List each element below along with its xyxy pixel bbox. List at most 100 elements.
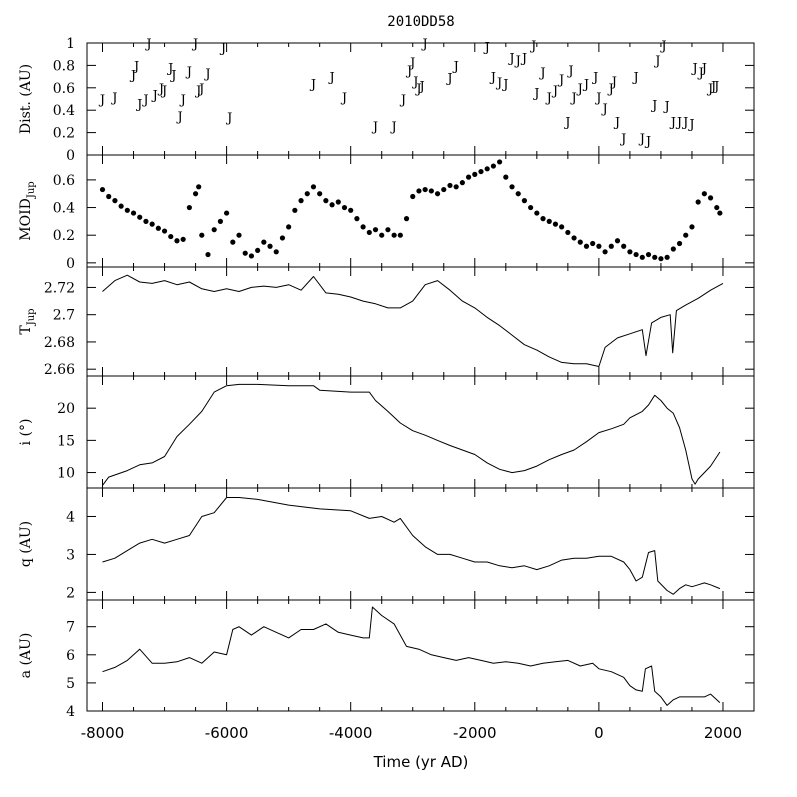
dist-point: J bbox=[619, 132, 626, 147]
y-axis-label: MOIDJup bbox=[18, 181, 37, 240]
y-tick-label: 7 bbox=[66, 620, 75, 636]
dist-point: J bbox=[483, 40, 490, 55]
moid-point bbox=[391, 232, 397, 238]
series-line-a bbox=[102, 606, 721, 706]
y-axis-label: TJup bbox=[18, 308, 37, 334]
moid-point bbox=[639, 254, 645, 260]
y-tick-label: 0.8 bbox=[53, 58, 75, 74]
moid-point bbox=[717, 210, 723, 216]
dist-point: J bbox=[179, 93, 186, 108]
moid-point bbox=[465, 174, 472, 180]
moid-point bbox=[627, 249, 633, 255]
dist-point: J bbox=[194, 84, 201, 99]
y-tick-label: 0.2 bbox=[53, 228, 75, 244]
y-axis-label: Dist. (AU) bbox=[18, 64, 34, 134]
dist-point: J bbox=[532, 86, 539, 101]
moid-point bbox=[521, 198, 528, 204]
dist-point: J bbox=[669, 115, 676, 130]
dist-point: J bbox=[371, 120, 378, 135]
moid-point bbox=[137, 214, 143, 220]
dist-point: J bbox=[700, 62, 707, 77]
y-tick-label: 2.68 bbox=[44, 335, 75, 351]
panel-frame bbox=[86, 599, 755, 712]
moid-point bbox=[354, 216, 360, 222]
x-tick-label: -8000 bbox=[81, 724, 125, 742]
moid-point bbox=[286, 224, 292, 230]
moid-point bbox=[242, 250, 248, 256]
moid-point bbox=[434, 191, 441, 197]
moid-point bbox=[614, 238, 621, 244]
series-line-q bbox=[102, 497, 721, 595]
dist-point: J bbox=[706, 82, 713, 97]
moid-point bbox=[534, 210, 540, 216]
dist-point: J bbox=[638, 132, 645, 147]
dist-point: J bbox=[501, 77, 508, 92]
moid-point bbox=[701, 191, 707, 197]
dist-point: J bbox=[563, 115, 570, 130]
dist-point: J bbox=[675, 115, 682, 130]
dist-point: J bbox=[712, 80, 719, 95]
y-tick-label: 10 bbox=[57, 466, 75, 482]
moid-point bbox=[633, 251, 639, 258]
moid-point bbox=[149, 221, 155, 227]
moid-point bbox=[199, 232, 205, 238]
dist-point: J bbox=[408, 56, 415, 71]
y-axis-label: q (AU) bbox=[18, 521, 34, 567]
y-tick-label: 0.6 bbox=[53, 173, 75, 189]
panel-frame bbox=[86, 154, 755, 268]
moid-point bbox=[664, 254, 670, 260]
moid-point bbox=[217, 218, 223, 224]
moid-point bbox=[385, 227, 391, 233]
dist-point: J bbox=[219, 41, 226, 56]
dist-point: J bbox=[659, 39, 666, 54]
moid-point bbox=[366, 229, 372, 236]
dist-point: J bbox=[520, 52, 527, 67]
dist-point: J bbox=[566, 64, 573, 79]
dist-point: J bbox=[538, 66, 545, 81]
moid-point bbox=[99, 186, 106, 193]
y-tick-label: 20 bbox=[57, 401, 75, 417]
moid-point bbox=[503, 174, 509, 180]
dist-point: J bbox=[175, 110, 182, 125]
moid-point bbox=[441, 186, 447, 193]
y-tick-label: 4 bbox=[66, 509, 75, 525]
x-tick-labels: -8000 -6000 -4000 -2000 0 2000 bbox=[81, 724, 742, 742]
moid-point bbox=[583, 243, 590, 249]
dist-point: J bbox=[144, 37, 151, 52]
moid-point bbox=[571, 235, 577, 241]
chart-title: 2010DD58 bbox=[387, 14, 454, 30]
moid-point bbox=[174, 238, 180, 244]
y-tick-label: 0 bbox=[66, 256, 75, 272]
dist-point: J bbox=[632, 71, 639, 86]
dist-point: J bbox=[709, 80, 716, 95]
moid-point bbox=[186, 204, 192, 211]
x-tick-label: 0 bbox=[594, 724, 604, 742]
moid-point bbox=[360, 224, 366, 230]
dist-point: J bbox=[600, 102, 607, 117]
dist-point: J bbox=[169, 68, 176, 83]
moid-point bbox=[112, 198, 118, 204]
y-tick-label: 3 bbox=[66, 547, 75, 563]
y-axis-label: a (AU) bbox=[18, 633, 34, 679]
dist-point: J bbox=[569, 91, 576, 106]
dist-point: J bbox=[653, 54, 660, 69]
moid-point bbox=[161, 228, 168, 234]
moid-point bbox=[497, 159, 503, 165]
series-line-tjup bbox=[102, 274, 724, 367]
dist-point: J bbox=[681, 115, 688, 130]
dist-point: J bbox=[697, 66, 704, 81]
dist-point: J bbox=[160, 84, 167, 99]
moid-point bbox=[248, 253, 255, 259]
dist-point: J bbox=[399, 93, 406, 108]
series-line-incl bbox=[102, 383, 721, 486]
dist-point: J bbox=[151, 89, 158, 104]
moid-point bbox=[205, 251, 211, 258]
moid-point bbox=[341, 204, 348, 211]
moid-point bbox=[348, 207, 354, 213]
moid-point bbox=[106, 193, 112, 200]
x-tick-label: -4000 bbox=[329, 724, 373, 742]
moid-point bbox=[546, 218, 552, 224]
y-tick-label: 6 bbox=[66, 648, 75, 664]
moid-point bbox=[565, 229, 571, 236]
